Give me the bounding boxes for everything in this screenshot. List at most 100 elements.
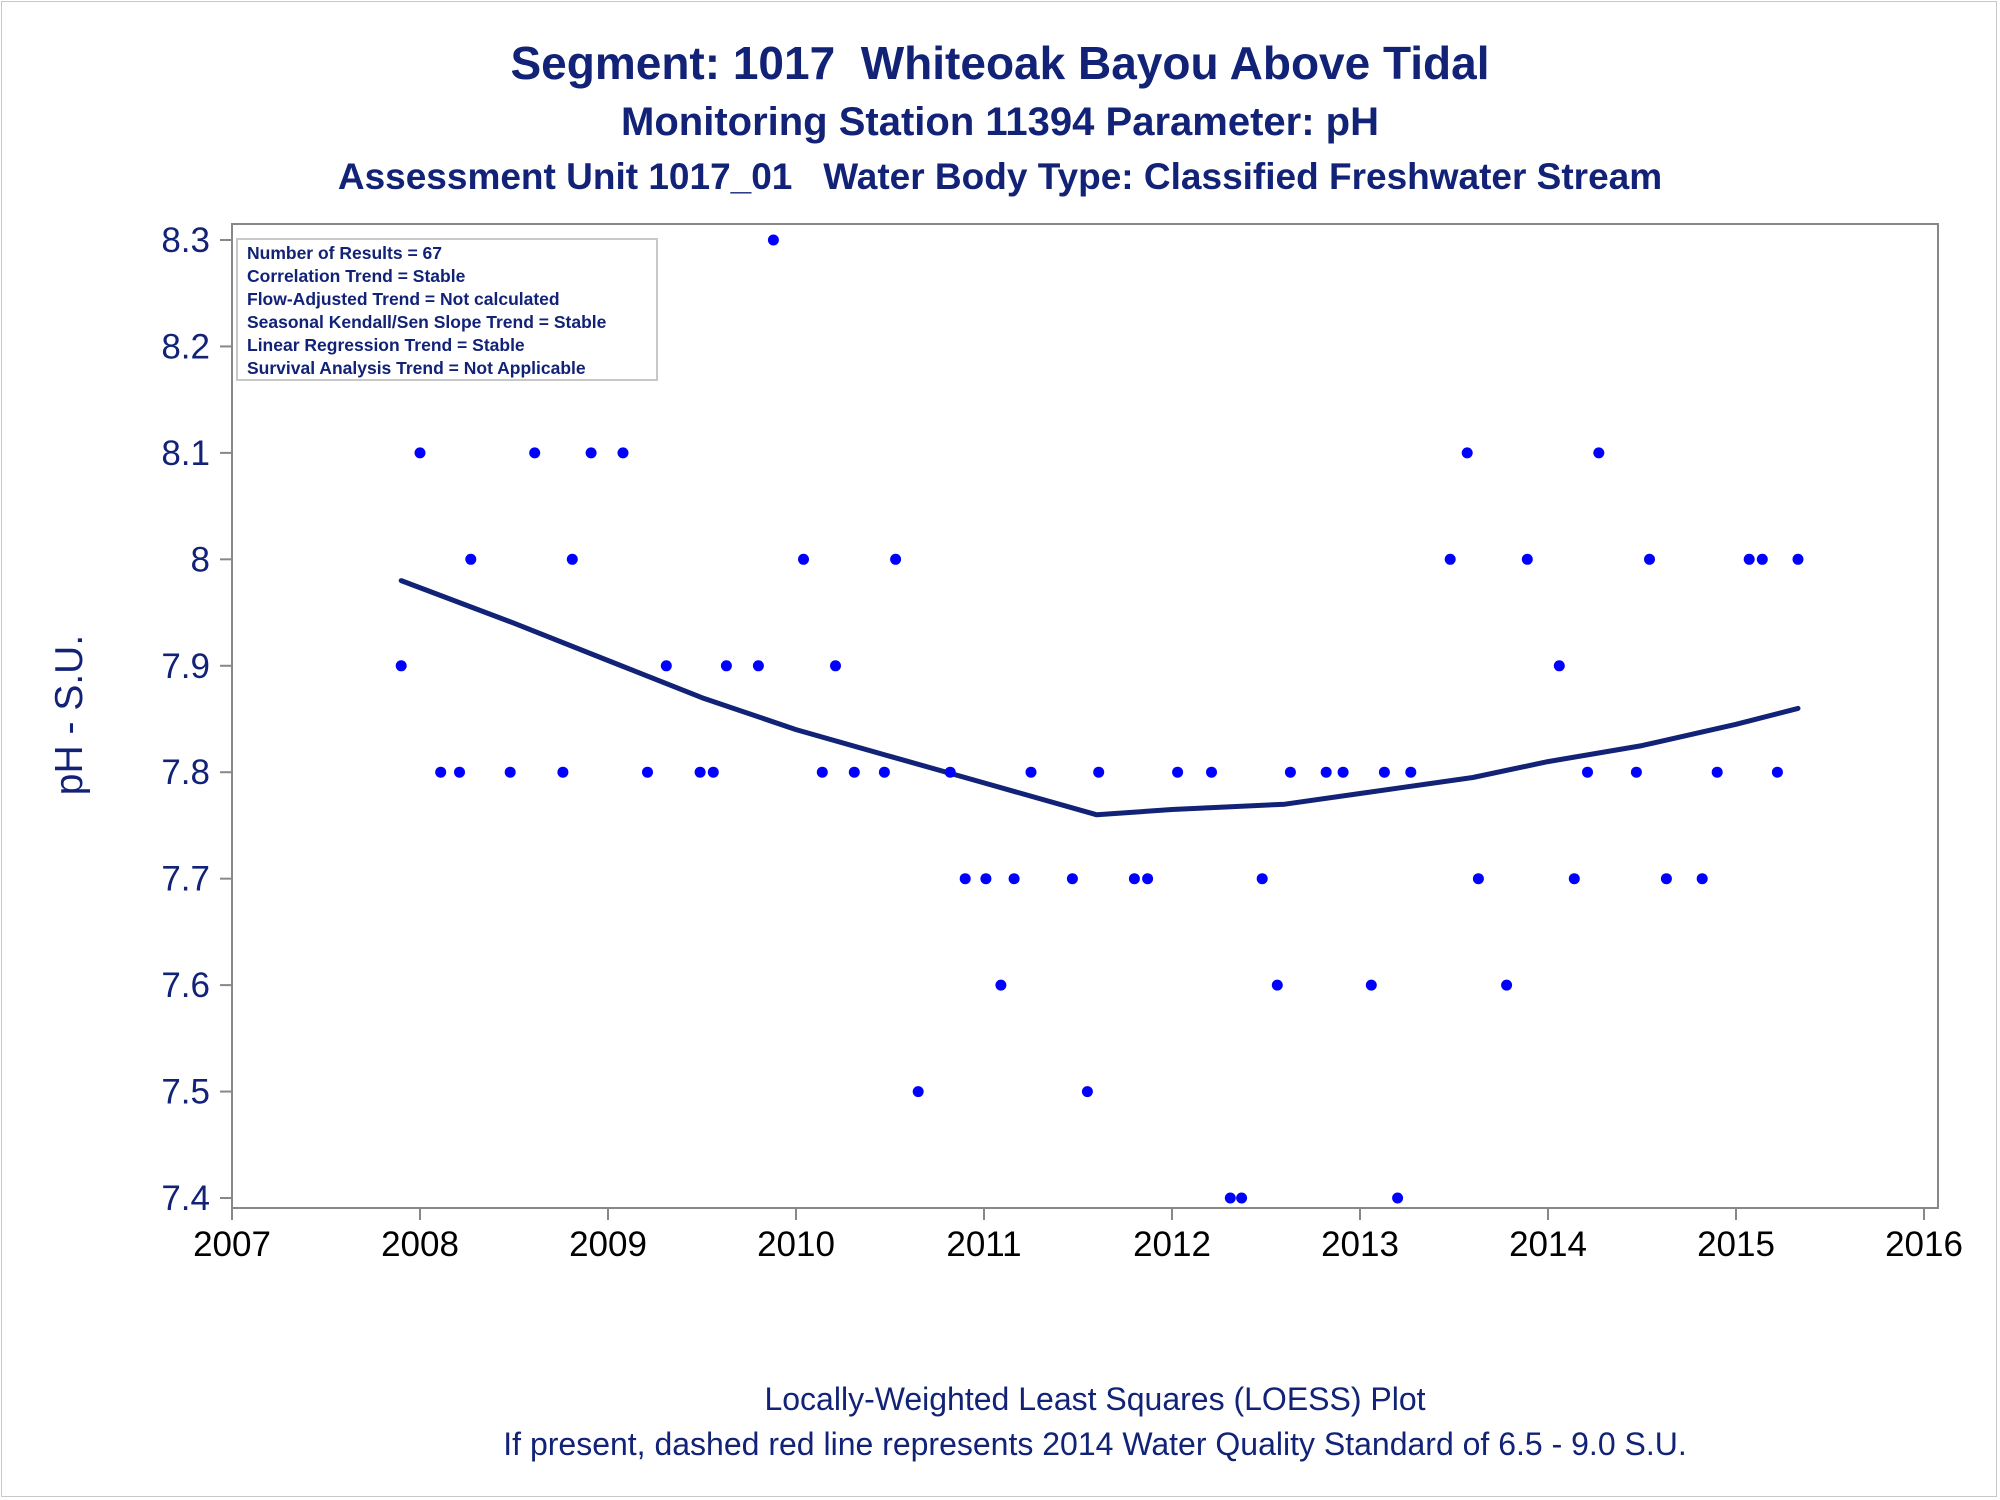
y-axis-label: pH - S.U.	[48, 635, 91, 795]
data-point	[1568, 873, 1580, 885]
data-point	[1093, 766, 1105, 778]
data-point	[1337, 766, 1349, 778]
data-point	[1405, 766, 1417, 778]
y-tick-label: 8.3	[161, 221, 210, 260]
stats-box-border	[236, 238, 658, 381]
data-point	[660, 660, 672, 672]
x-tick-label: 2007	[193, 1225, 271, 1264]
data-point	[1630, 766, 1642, 778]
y-tick-label: 7.4	[161, 1179, 210, 1218]
data-point	[1444, 553, 1456, 565]
data-point	[944, 766, 956, 778]
x-tick-label: 2009	[569, 1225, 647, 1264]
chart-subtitle-assessment: Assessment Unit 1017_01 Water Body Type:…	[337, 156, 1663, 197]
data-point	[1593, 447, 1605, 459]
stat-seasonal-kendall-trend: Seasonal Kendall/Sen Slope Trend = Stabl…	[247, 312, 607, 332]
footnote-standard: If present, dashed red line represents 2…	[503, 1426, 1687, 1462]
data-point	[890, 553, 902, 565]
data-point	[1644, 553, 1655, 565]
data-point	[752, 660, 764, 672]
data-point	[720, 660, 732, 672]
stat-flow-adjusted-trend: Flow-Adjusted Trend = Not calculated	[247, 289, 560, 309]
y-tick-label: 7.7	[161, 860, 210, 899]
data-point	[504, 766, 516, 778]
data-point	[1128, 873, 1140, 885]
data-point	[1081, 1086, 1093, 1098]
data-point	[1743, 553, 1755, 565]
plot-axes: 7.4 7.5 7.6 7.7 7.8 7.9 8 8.1 8.2 8.3 2007 2008 2009…	[161, 221, 1963, 1264]
data-point	[1236, 1192, 1248, 1204]
data-point	[980, 873, 992, 885]
data-point	[414, 447, 426, 459]
data-point	[1378, 766, 1390, 778]
data-point	[1142, 873, 1154, 885]
data-point	[1271, 979, 1283, 991]
stat-number-of-results: Number of Results = 67	[247, 243, 442, 263]
data-point	[995, 979, 1007, 991]
data-point	[454, 766, 465, 778]
data-point	[1256, 873, 1268, 885]
data-point	[1501, 979, 1513, 991]
data-point	[1521, 553, 1533, 565]
data-point	[848, 766, 860, 778]
data-point	[1025, 766, 1037, 778]
data-point	[959, 873, 971, 885]
y-tick-label: 8.2	[161, 327, 210, 366]
data-point	[878, 766, 890, 778]
data-point	[1660, 873, 1672, 885]
x-tick-label: 2015	[1697, 1225, 1775, 1264]
stats-box: Number of Results = 67 Correlation Trend…	[236, 238, 658, 381]
x-tick-label: 2012	[1133, 1225, 1211, 1264]
data-point	[1472, 873, 1484, 885]
data-series	[395, 234, 1804, 1204]
data-point	[1771, 766, 1783, 778]
data-point	[767, 234, 779, 246]
stat-linear-regression-trend: Linear Regression Trend = Stable	[247, 335, 525, 355]
footnote-loess: Locally-Weighted Least Squares (LOESS) P…	[764, 1381, 1426, 1417]
data-point	[585, 447, 597, 459]
data-point	[1320, 766, 1332, 778]
data-point	[1284, 766, 1296, 778]
loess-line	[398, 578, 1801, 818]
data-point	[816, 766, 828, 778]
y-tick-label: 7.8	[161, 753, 210, 792]
y-tick-label: 8	[191, 540, 210, 579]
x-tick-label: 2011	[946, 1225, 1021, 1264]
data-point	[912, 1086, 924, 1098]
data-point	[1582, 766, 1593, 778]
data-point	[1224, 1192, 1236, 1204]
x-tick-label: 2010	[757, 1225, 835, 1264]
data-point	[529, 447, 541, 459]
stat-survival-analysis-trend: Survival Analysis Trend = Not Applicable	[247, 358, 586, 378]
chart-subtitle-station: Monitoring Station 11394 Parameter: pH	[621, 100, 1379, 144]
data-point	[830, 660, 841, 672]
data-point	[1365, 979, 1377, 991]
data-point	[1696, 873, 1708, 885]
data-point	[557, 766, 569, 778]
data-point	[435, 766, 447, 778]
data-point	[1066, 873, 1078, 885]
data-point	[694, 766, 706, 778]
y-tick-label: 7.5	[161, 1073, 210, 1112]
y-tick-label: 7.6	[161, 966, 210, 1005]
y-tick-label: 8.1	[161, 434, 210, 473]
x-tick-label: 2013	[1321, 1225, 1399, 1264]
x-tick-label: 2014	[1509, 1225, 1587, 1264]
data-point	[617, 447, 629, 459]
data-point	[465, 553, 477, 565]
data-point	[1792, 553, 1804, 565]
data-point	[1461, 447, 1473, 459]
data-point	[1172, 766, 1184, 778]
plot-area-border	[231, 223, 1939, 1209]
data-point	[566, 553, 578, 565]
data-point	[642, 766, 653, 778]
y-tick-label: 7.9	[161, 647, 210, 686]
data-point	[1206, 766, 1217, 778]
chart-title: Segment: 1017 Whiteoak Bayou Above Tidal	[510, 37, 1490, 89]
x-tick-label: 2008	[381, 1225, 459, 1264]
data-point	[395, 660, 407, 672]
data-point	[707, 766, 719, 778]
data-point	[1392, 1192, 1404, 1204]
